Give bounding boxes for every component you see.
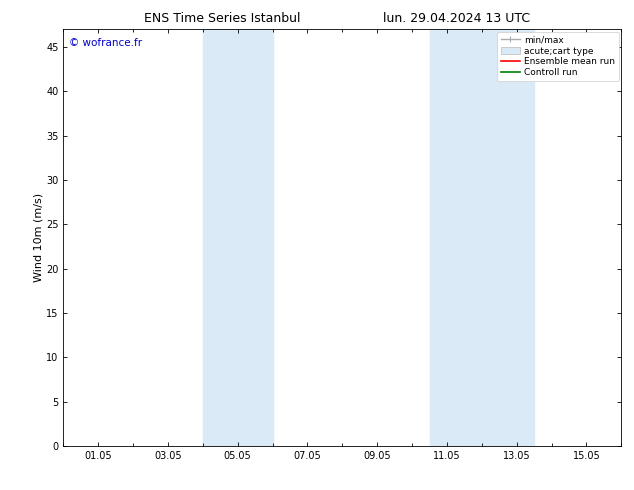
Bar (429, 29, 534, 446)
Y-axis label: Wind 10m (m/s): Wind 10m (m/s) (33, 193, 43, 282)
Text: lun. 29.04.2024 13 UTC: lun. 29.04.2024 13 UTC (383, 12, 530, 25)
Text: © wofrance.fr: © wofrance.fr (69, 38, 142, 48)
Legend: min/max, acute;cart type, Ensemble mean run, Controll run: min/max, acute;cart type, Ensemble mean … (497, 32, 619, 81)
Bar (203, 29, 273, 446)
Text: ENS Time Series Istanbul: ENS Time Series Istanbul (144, 12, 300, 25)
